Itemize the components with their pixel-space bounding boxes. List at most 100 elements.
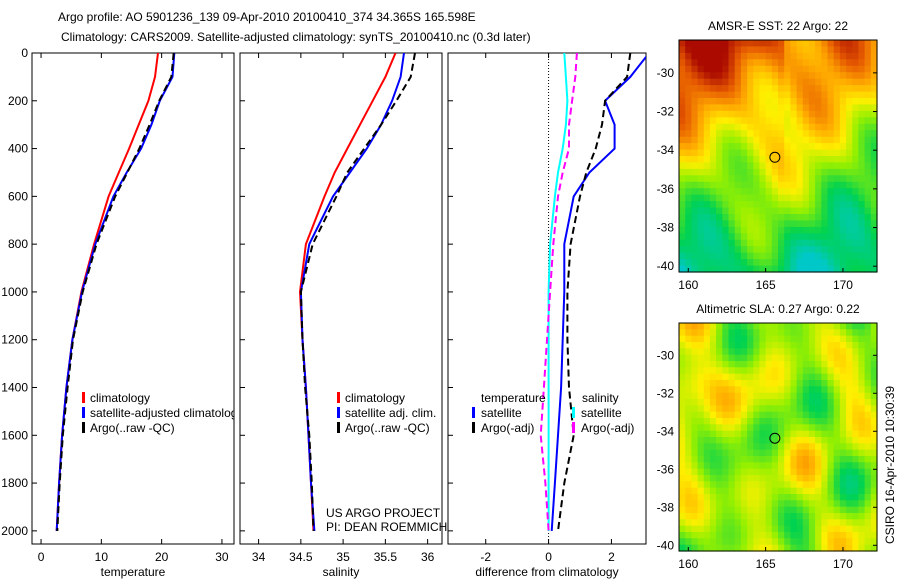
map-cell bbox=[827, 78, 835, 86]
map-cell bbox=[821, 252, 829, 260]
map-cell bbox=[864, 130, 872, 138]
map-cell bbox=[716, 117, 723, 125]
map-cell bbox=[753, 475, 761, 482]
map-cell bbox=[858, 72, 866, 80]
map-cell bbox=[778, 246, 785, 254]
map-cell bbox=[759, 329, 767, 337]
map-cell bbox=[771, 136, 779, 144]
map-cell bbox=[728, 538, 736, 546]
map-cell bbox=[753, 323, 761, 330]
map-cell bbox=[815, 72, 822, 80]
map-cell bbox=[771, 348, 779, 356]
map-cell bbox=[771, 40, 779, 47]
map-cell bbox=[753, 519, 761, 527]
map-cell bbox=[728, 335, 736, 343]
map-cell bbox=[790, 437, 798, 444]
map-cell bbox=[808, 449, 816, 457]
map-cell bbox=[796, 456, 804, 463]
map-cell bbox=[864, 168, 872, 176]
map-cell bbox=[870, 259, 878, 267]
legend-label: climatology bbox=[90, 391, 150, 405]
map-cell bbox=[753, 342, 761, 349]
map-cell bbox=[691, 259, 699, 267]
map-cell bbox=[858, 181, 866, 189]
map-cell bbox=[679, 494, 686, 501]
map-cell bbox=[827, 544, 835, 552]
map-cell bbox=[771, 72, 779, 80]
map-cell bbox=[697, 40, 705, 47]
map-cell bbox=[679, 481, 686, 489]
x-tick-label: 35.5 bbox=[374, 550, 398, 564]
map-cell bbox=[728, 175, 736, 183]
map-cell bbox=[808, 411, 816, 419]
map-cell bbox=[833, 188, 841, 196]
map-cell bbox=[815, 130, 822, 138]
map-cell bbox=[802, 78, 810, 86]
map-cell bbox=[796, 214, 804, 221]
map-cell bbox=[821, 194, 829, 202]
map-cell bbox=[691, 487, 699, 495]
map-cell bbox=[753, 361, 761, 368]
map-cell bbox=[722, 380, 730, 387]
map-cell bbox=[697, 487, 705, 495]
map-cell bbox=[802, 65, 810, 73]
x-axis-label: salinity bbox=[323, 565, 360, 579]
map-cell bbox=[858, 194, 866, 202]
map-cell bbox=[796, 117, 804, 125]
map-cell bbox=[697, 544, 705, 552]
map-cell bbox=[753, 175, 761, 183]
map-cell bbox=[821, 373, 829, 381]
map-cell bbox=[784, 233, 791, 241]
map-cell bbox=[815, 98, 822, 105]
map-cell bbox=[784, 392, 791, 400]
map-cell bbox=[815, 506, 822, 514]
map-cell bbox=[833, 380, 841, 387]
map-cell bbox=[759, 233, 767, 241]
map-cell bbox=[771, 386, 779, 394]
map-cell bbox=[740, 335, 748, 343]
map-cell bbox=[778, 85, 785, 93]
map-cell bbox=[870, 265, 878, 273]
map-cell bbox=[852, 348, 860, 356]
map-cell bbox=[759, 405, 767, 413]
map-cell bbox=[846, 239, 853, 247]
map-cell bbox=[802, 342, 810, 349]
map-cell bbox=[858, 373, 866, 381]
map-cell bbox=[784, 156, 791, 163]
map-cell bbox=[827, 40, 835, 47]
map-cell bbox=[747, 233, 754, 241]
map-cell bbox=[790, 329, 798, 337]
map-cell bbox=[685, 329, 692, 337]
map-cell bbox=[740, 544, 748, 552]
map-cell bbox=[796, 354, 804, 362]
map-cell bbox=[759, 265, 767, 273]
map-cell bbox=[685, 361, 692, 368]
map-cell bbox=[808, 437, 816, 444]
map-cell bbox=[778, 162, 785, 170]
map-cell bbox=[747, 168, 754, 176]
map-cell bbox=[839, 117, 847, 125]
map-cell bbox=[778, 335, 785, 343]
map-cell bbox=[716, 123, 723, 131]
map-cell bbox=[821, 78, 829, 86]
map-cell bbox=[821, 411, 829, 419]
map-cell bbox=[740, 513, 748, 520]
map-cell bbox=[778, 500, 785, 508]
map-cell bbox=[753, 214, 761, 221]
map-cell bbox=[833, 143, 841, 151]
map-cell bbox=[802, 233, 810, 241]
map-cell bbox=[808, 525, 816, 533]
x-tick-label: 35 bbox=[336, 550, 350, 564]
map-cell bbox=[784, 46, 791, 54]
map-cell bbox=[821, 65, 829, 73]
map-cell bbox=[790, 354, 798, 362]
map-cell bbox=[839, 532, 847, 539]
map-cell bbox=[802, 335, 810, 343]
map-cell bbox=[753, 513, 761, 520]
map-cell bbox=[802, 405, 810, 413]
map-cell bbox=[870, 538, 878, 546]
map-cell bbox=[778, 342, 785, 349]
map-cell bbox=[697, 329, 705, 337]
map-cell bbox=[765, 437, 773, 444]
map-cell bbox=[716, 430, 723, 438]
